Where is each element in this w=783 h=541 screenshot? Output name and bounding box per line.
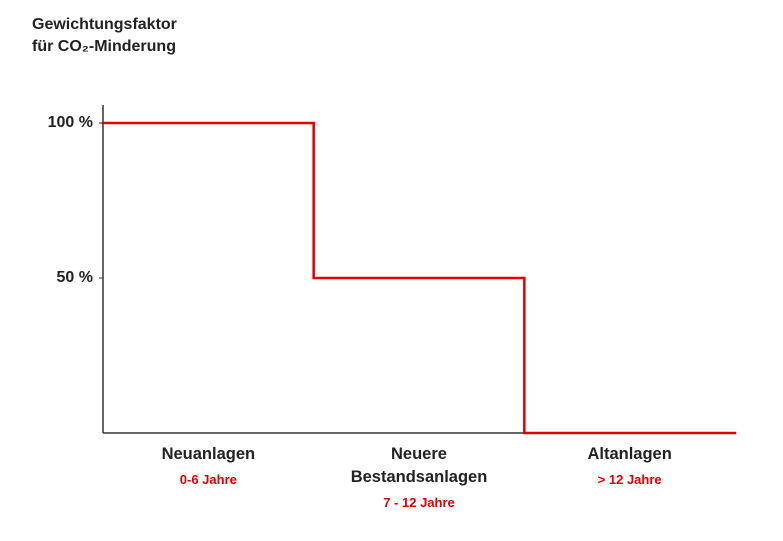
y-tick-label: 50 %	[57, 269, 93, 286]
category-sublabel: 7 - 12 Jahre	[383, 495, 455, 510]
category: Altanlagen > 12 Jahre	[545, 443, 715, 487]
category-label: Altanlagen	[587, 445, 672, 463]
category-label: Neuanlagen	[161, 445, 256, 463]
category-label: Neuere Bestandsanlagen	[350, 445, 488, 486]
y-tick-label: 100 %	[48, 114, 93, 131]
category: Neuere Bestandsanlagen 7 - 12 Jahre	[334, 443, 504, 510]
y-axis-title-line: für CO₂-Minderung	[32, 38, 176, 55]
y-axis-title: Gewichtungsfaktor für CO₂-Minderung	[32, 14, 177, 58]
category-sublabel: > 12 Jahre	[597, 472, 662, 487]
category: Neuanlagen 0-6 Jahre	[123, 443, 293, 487]
category-sublabel: 0-6 Jahre	[179, 472, 237, 487]
y-axis-title-line: Gewichtungsfaktor	[32, 16, 177, 33]
